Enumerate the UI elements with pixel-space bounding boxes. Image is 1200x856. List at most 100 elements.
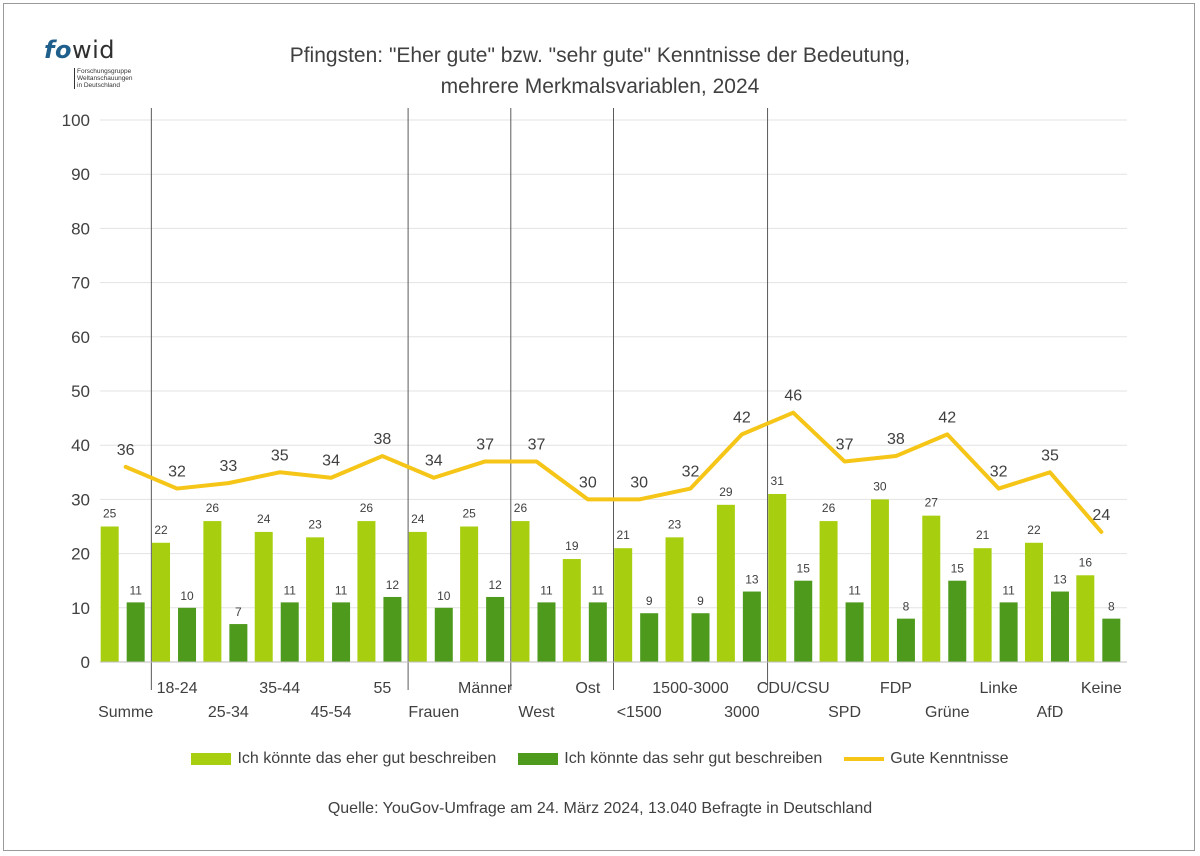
bar-sehr-gut bbox=[383, 596, 402, 662]
bar-sehr-gut bbox=[588, 602, 607, 662]
bar-eher-gut bbox=[665, 537, 684, 662]
bar-eher-gut bbox=[408, 531, 427, 662]
source-note: Quelle: YouGov-Umfrage am 24. März 2024,… bbox=[327, 800, 873, 817]
bar-sehr-gut bbox=[1102, 618, 1121, 662]
data-label-sehr-gut: 11 bbox=[283, 583, 296, 597]
bar-eher-gut bbox=[562, 559, 581, 662]
x-tick-label: Männer bbox=[458, 680, 513, 697]
bar-sehr-gut bbox=[896, 618, 915, 662]
data-label-eher-gut: 22 bbox=[1027, 523, 1041, 537]
bar-sehr-gut bbox=[229, 624, 248, 662]
logo-sub-line-1: Forschungsgruppe bbox=[77, 68, 132, 75]
y-tick-label: 60 bbox=[71, 328, 90, 347]
bar-sehr-gut bbox=[845, 602, 864, 662]
bar-eher-gut bbox=[1076, 575, 1095, 662]
data-label-eher-gut: 24 bbox=[411, 512, 425, 526]
data-label-sehr-gut: 13 bbox=[745, 573, 759, 587]
data-label-gute-kenntnisse: 34 bbox=[425, 453, 443, 470]
bar-eher-gut bbox=[614, 548, 633, 662]
data-label-sehr-gut: 11 bbox=[1002, 583, 1015, 597]
chart-title: Pfingsten: "Eher gute" bzw. "sehr gute" … bbox=[200, 40, 1000, 102]
bar-sehr-gut bbox=[640, 613, 659, 662]
logo-wid: wid bbox=[71, 36, 115, 64]
bar-eher-gut bbox=[922, 515, 941, 662]
bar-sehr-gut bbox=[332, 602, 351, 662]
data-label-eher-gut: 24 bbox=[257, 512, 271, 526]
data-label-gute-kenntnisse: 24 bbox=[1092, 507, 1110, 524]
data-label-gute-kenntnisse: 42 bbox=[733, 409, 751, 426]
x-tick-label: 18-24 bbox=[157, 680, 198, 697]
y-tick-label: 70 bbox=[71, 274, 90, 293]
x-tick-label: 1500-3000 bbox=[652, 680, 729, 697]
data-label-sehr-gut: 12 bbox=[488, 578, 502, 592]
data-label-eher-gut: 21 bbox=[976, 528, 990, 542]
logo-wordmark: fowid bbox=[44, 38, 154, 62]
data-label-sehr-gut: 9 bbox=[697, 594, 704, 608]
y-tick-label: 90 bbox=[71, 165, 90, 184]
data-label-sehr-gut: 13 bbox=[1053, 573, 1067, 587]
x-tick-label: 45-54 bbox=[311, 704, 352, 721]
x-tick-label: Keine bbox=[1081, 680, 1122, 697]
data-label-sehr-gut: 10 bbox=[180, 589, 194, 603]
data-label-eher-gut: 30 bbox=[873, 479, 887, 493]
legend-swatch-eher-gut bbox=[191, 753, 232, 765]
data-label-gute-kenntnisse: 34 bbox=[322, 453, 340, 470]
data-label-gute-kenntnisse: 32 bbox=[990, 464, 1008, 481]
x-tick-label: West bbox=[518, 704, 555, 721]
data-label-eher-gut: 26 bbox=[514, 501, 528, 515]
logo-sub-line-2: Weltanschauungen bbox=[77, 75, 133, 82]
logo-subtitle: Forschungsgruppe Weltanschauungen in Deu… bbox=[74, 68, 133, 89]
data-label-sehr-gut: 8 bbox=[903, 600, 910, 614]
data-label-eher-gut: 29 bbox=[719, 485, 733, 499]
data-label-gute-kenntnisse: 30 bbox=[630, 474, 648, 491]
bar-eher-gut bbox=[973, 548, 992, 662]
data-label-gute-kenntnisse: 42 bbox=[938, 409, 956, 426]
data-label-eher-gut: 31 bbox=[771, 474, 785, 488]
data-label-gute-kenntnisse: 35 bbox=[271, 447, 289, 464]
y-tick-label: 20 bbox=[71, 545, 90, 564]
y-tick-label: 0 bbox=[81, 653, 90, 672]
chart-legend: Ich könnte das eher gut beschreiben Ich … bbox=[0, 750, 1200, 768]
data-label-sehr-gut: 7 bbox=[235, 605, 242, 619]
data-label-eher-gut: 22 bbox=[154, 523, 168, 537]
bar-eher-gut bbox=[306, 537, 325, 662]
data-label-eher-gut: 26 bbox=[206, 501, 220, 515]
y-tick-label: 100 bbox=[62, 111, 90, 130]
data-label-eher-gut: 21 bbox=[616, 528, 630, 542]
x-tick-label: Grüne bbox=[925, 704, 970, 721]
data-label-sehr-gut: 15 bbox=[797, 562, 811, 576]
data-label-eher-gut: 19 bbox=[565, 539, 579, 553]
bar-sehr-gut bbox=[537, 602, 556, 662]
data-label-eher-gut: 25 bbox=[103, 507, 117, 521]
x-tick-label: AfD bbox=[1037, 704, 1064, 721]
data-label-sehr-gut: 15 bbox=[951, 562, 965, 576]
x-tick-label: Frauen bbox=[408, 704, 459, 721]
bar-sehr-gut bbox=[434, 607, 453, 662]
legend-label-gute-kenntnisse: Gute Kenntnisse bbox=[890, 750, 1009, 767]
chart-title-line-1: Pfingsten: "Eher gute" bzw. "sehr gute" … bbox=[289, 44, 911, 67]
y-tick-label: 50 bbox=[71, 382, 90, 401]
bar-eher-gut bbox=[870, 499, 889, 662]
data-label-eher-gut: 25 bbox=[462, 507, 476, 521]
bar-sehr-gut bbox=[178, 607, 197, 662]
bar-sehr-gut bbox=[999, 602, 1018, 662]
y-tick-label: 10 bbox=[71, 599, 90, 618]
legend-item-eher-gut: Ich könnte das eher gut beschreiben bbox=[191, 750, 496, 768]
chart-frame bbox=[3, 3, 1195, 851]
data-label-gute-kenntnisse: 36 bbox=[117, 442, 135, 459]
bar-sehr-gut bbox=[1050, 591, 1069, 662]
data-label-sehr-gut: 11 bbox=[540, 583, 553, 597]
data-label-eher-gut: 16 bbox=[1079, 555, 1093, 569]
x-tick-label: SPD bbox=[828, 704, 861, 721]
legend-swatch-gute-kenntnisse bbox=[844, 757, 885, 761]
data-label-gute-kenntnisse: 38 bbox=[374, 431, 392, 448]
chart-title-line-2: mehrere Merkmalsvariablen, 2024 bbox=[440, 75, 760, 98]
bar-eher-gut bbox=[254, 531, 273, 662]
legend-label-eher-gut: Ich könnte das eher gut beschreiben bbox=[237, 750, 497, 767]
bar-eher-gut bbox=[511, 521, 530, 662]
data-label-gute-kenntnisse: 32 bbox=[168, 464, 186, 481]
legend-swatch-sehr-gut bbox=[518, 753, 559, 765]
y-tick-label: 40 bbox=[71, 436, 90, 455]
bar-eher-gut bbox=[819, 521, 838, 662]
data-label-eher-gut: 27 bbox=[925, 496, 939, 510]
